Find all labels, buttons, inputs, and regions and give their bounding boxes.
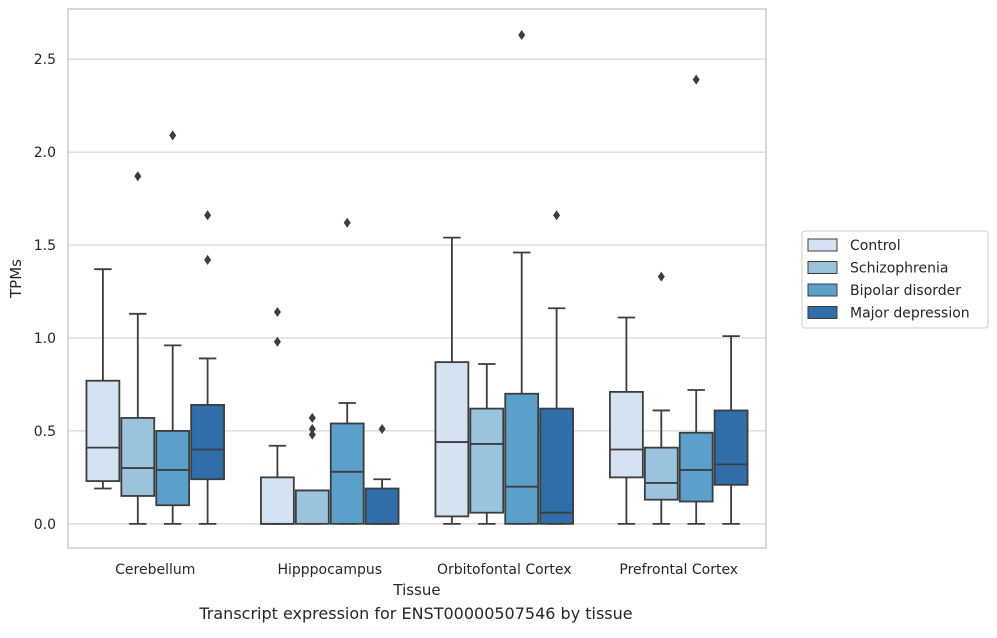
- box: [713, 409, 749, 486]
- box: [539, 407, 574, 525]
- x-tick-label: Orbitofontal Cortex: [437, 562, 572, 578]
- box: [643, 446, 679, 501]
- box: [469, 407, 505, 514]
- outlier-point: [378, 424, 386, 435]
- outlier-point: [308, 424, 316, 435]
- box: [155, 430, 191, 507]
- legend-box: [801, 230, 989, 329]
- x-tick-label: Hipppocampus: [277, 562, 382, 578]
- y-tick-label: 1.0: [34, 331, 56, 347]
- box: [434, 361, 470, 518]
- legend-swatch: [807, 306, 838, 319]
- box: [609, 390, 644, 479]
- y-tick-label: 0.5: [34, 424, 56, 440]
- box: [504, 392, 540, 525]
- outlier-point: [692, 74, 700, 85]
- plot-frame: [67, 8, 767, 549]
- outlier-point: [308, 412, 316, 423]
- outlier-point: [204, 210, 212, 221]
- y-tick-label: 2.0: [34, 145, 56, 161]
- box: [260, 476, 295, 525]
- box: [190, 403, 225, 481]
- x-tick-label: Cerebellum: [115, 562, 195, 578]
- outlier-point: [134, 171, 142, 182]
- box: [678, 431, 714, 503]
- outlier-point: [343, 217, 351, 228]
- legend-label: Major depression: [850, 306, 970, 322]
- y-axis-label: TPMs: [7, 259, 25, 299]
- outlier-point: [657, 271, 665, 282]
- outlier-point: [204, 254, 212, 265]
- outlier-point: [518, 30, 526, 41]
- legend-label: Bipolar disorder: [850, 283, 961, 299]
- y-tick-label: 1.5: [34, 238, 56, 254]
- legend-swatch: [807, 261, 838, 274]
- outlier-point: [553, 210, 561, 221]
- box: [329, 422, 365, 525]
- outlier-point: [169, 130, 177, 141]
- legend-label: Control: [850, 238, 901, 254]
- box: [120, 416, 156, 497]
- box: [364, 487, 400, 525]
- legend-swatch: [807, 238, 838, 252]
- box: [85, 379, 121, 482]
- x-axis-label: Tissue: [392, 581, 440, 599]
- x-tick-label: Prefrontal Cortex: [619, 562, 738, 578]
- legend-label: Schizophrenia: [850, 261, 948, 277]
- outlier-point: [308, 429, 316, 440]
- outlier-point: [273, 336, 281, 347]
- figure-caption: Transcript expression for ENST0000050754…: [199, 604, 633, 623]
- y-tick-label: 2.5: [34, 52, 56, 68]
- y-tick-label: 0.0: [34, 517, 56, 533]
- box: [294, 489, 330, 525]
- outlier-point: [273, 306, 281, 317]
- legend-swatch: [807, 283, 838, 297]
